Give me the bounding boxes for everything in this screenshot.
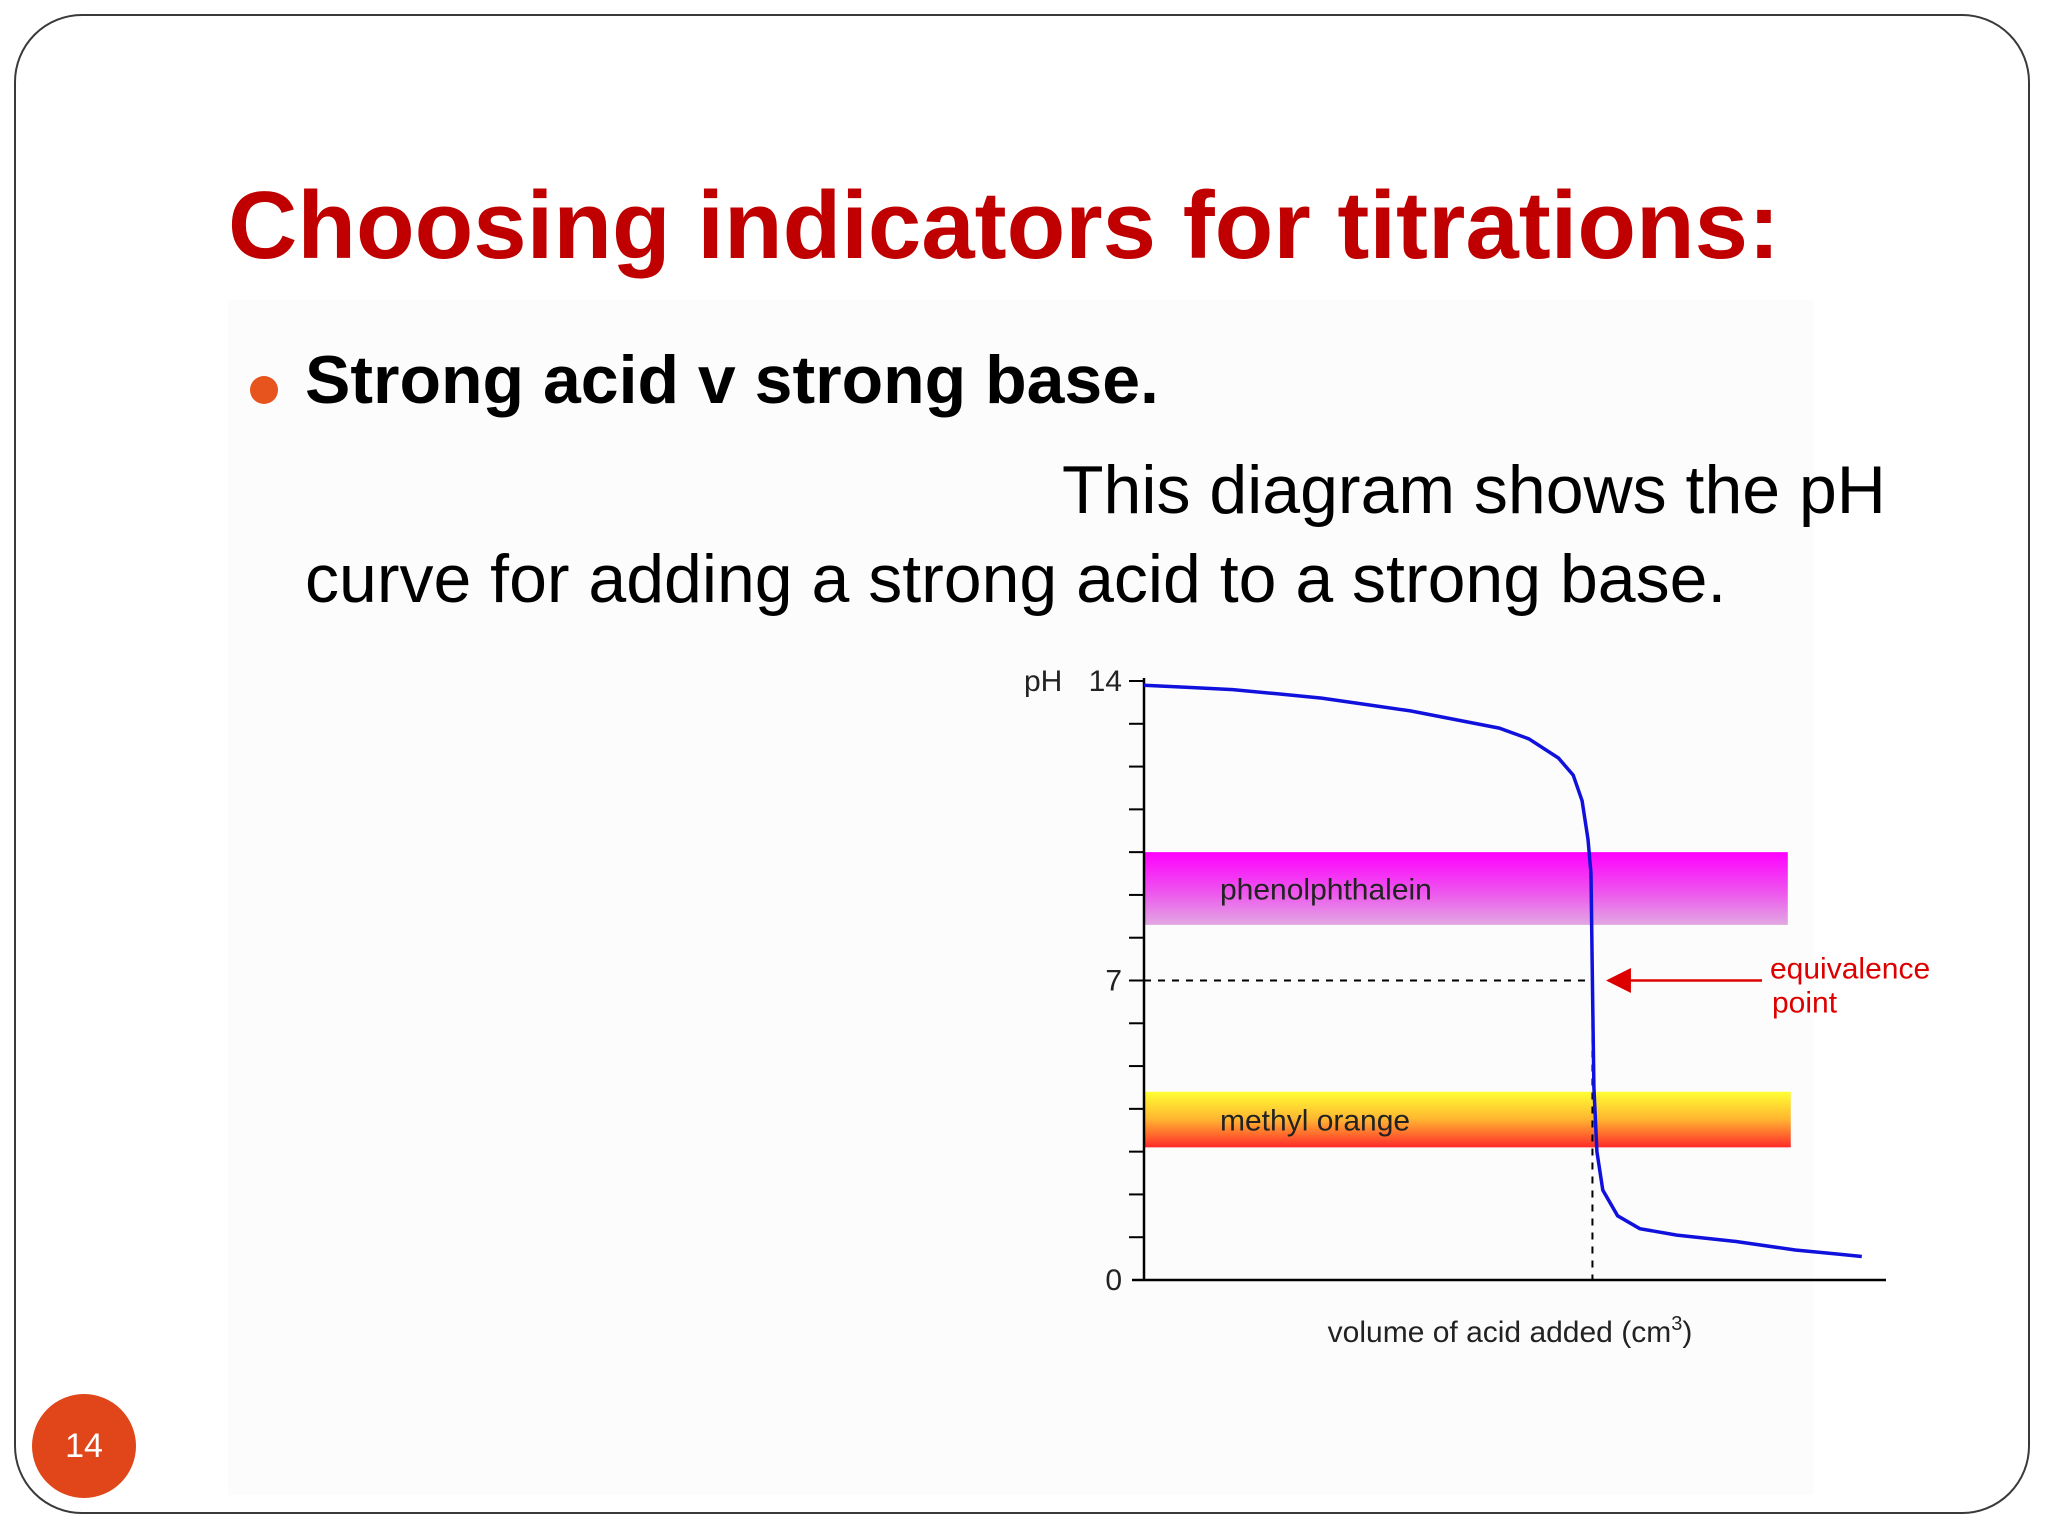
x-axis-label-suffix: ) [1682, 1316, 1692, 1349]
indicator-band-label: methyl orange [1220, 1105, 1410, 1138]
ph-curve [1143, 683, 1862, 1259]
indicator-band-label: phenolphthalein [1220, 874, 1432, 907]
bullet-text: Strong acid v strong base. [305, 342, 1159, 418]
y-tick-label: 14 [1089, 665, 1122, 698]
y-tick-labels: 14 7 0 [1089, 665, 1122, 1297]
body-text-line-2: curve for adding a strong acid to a stro… [305, 541, 1727, 617]
page-number-badge: 14 [32, 1394, 136, 1498]
x-axis-label: volume of acid added (cm3) [1328, 1313, 1693, 1349]
y-tick-label: 0 [1105, 1264, 1122, 1297]
y-tick-label: 7 [1105, 965, 1122, 998]
bullet-dot-icon [250, 376, 278, 404]
y-axis-ticks [1129, 680, 1144, 1239]
slide-title: Choosing indicators for titrations: [228, 172, 1780, 279]
ph-titration-chart: phenolphthalein methyl orange pH 14 7 0 equ… [1024, 665, 1930, 1349]
equivalence-label-line-1: equivalence [1770, 953, 1930, 986]
body-text-line-1: This diagram shows the pH [1062, 452, 1886, 528]
x-axis-label-superscript: 3 [1671, 1313, 1682, 1335]
x-axis-label-main: volume of acid added (cm [1328, 1316, 1672, 1349]
indicator-band [1144, 852, 1788, 925]
indicator-band [1144, 1091, 1791, 1148]
equivalence-label-line-2: point [1772, 987, 1838, 1020]
indicator-bands: phenolphthalein methyl orange [1144, 852, 1791, 1148]
y-axis-label: pH [1024, 665, 1062, 698]
